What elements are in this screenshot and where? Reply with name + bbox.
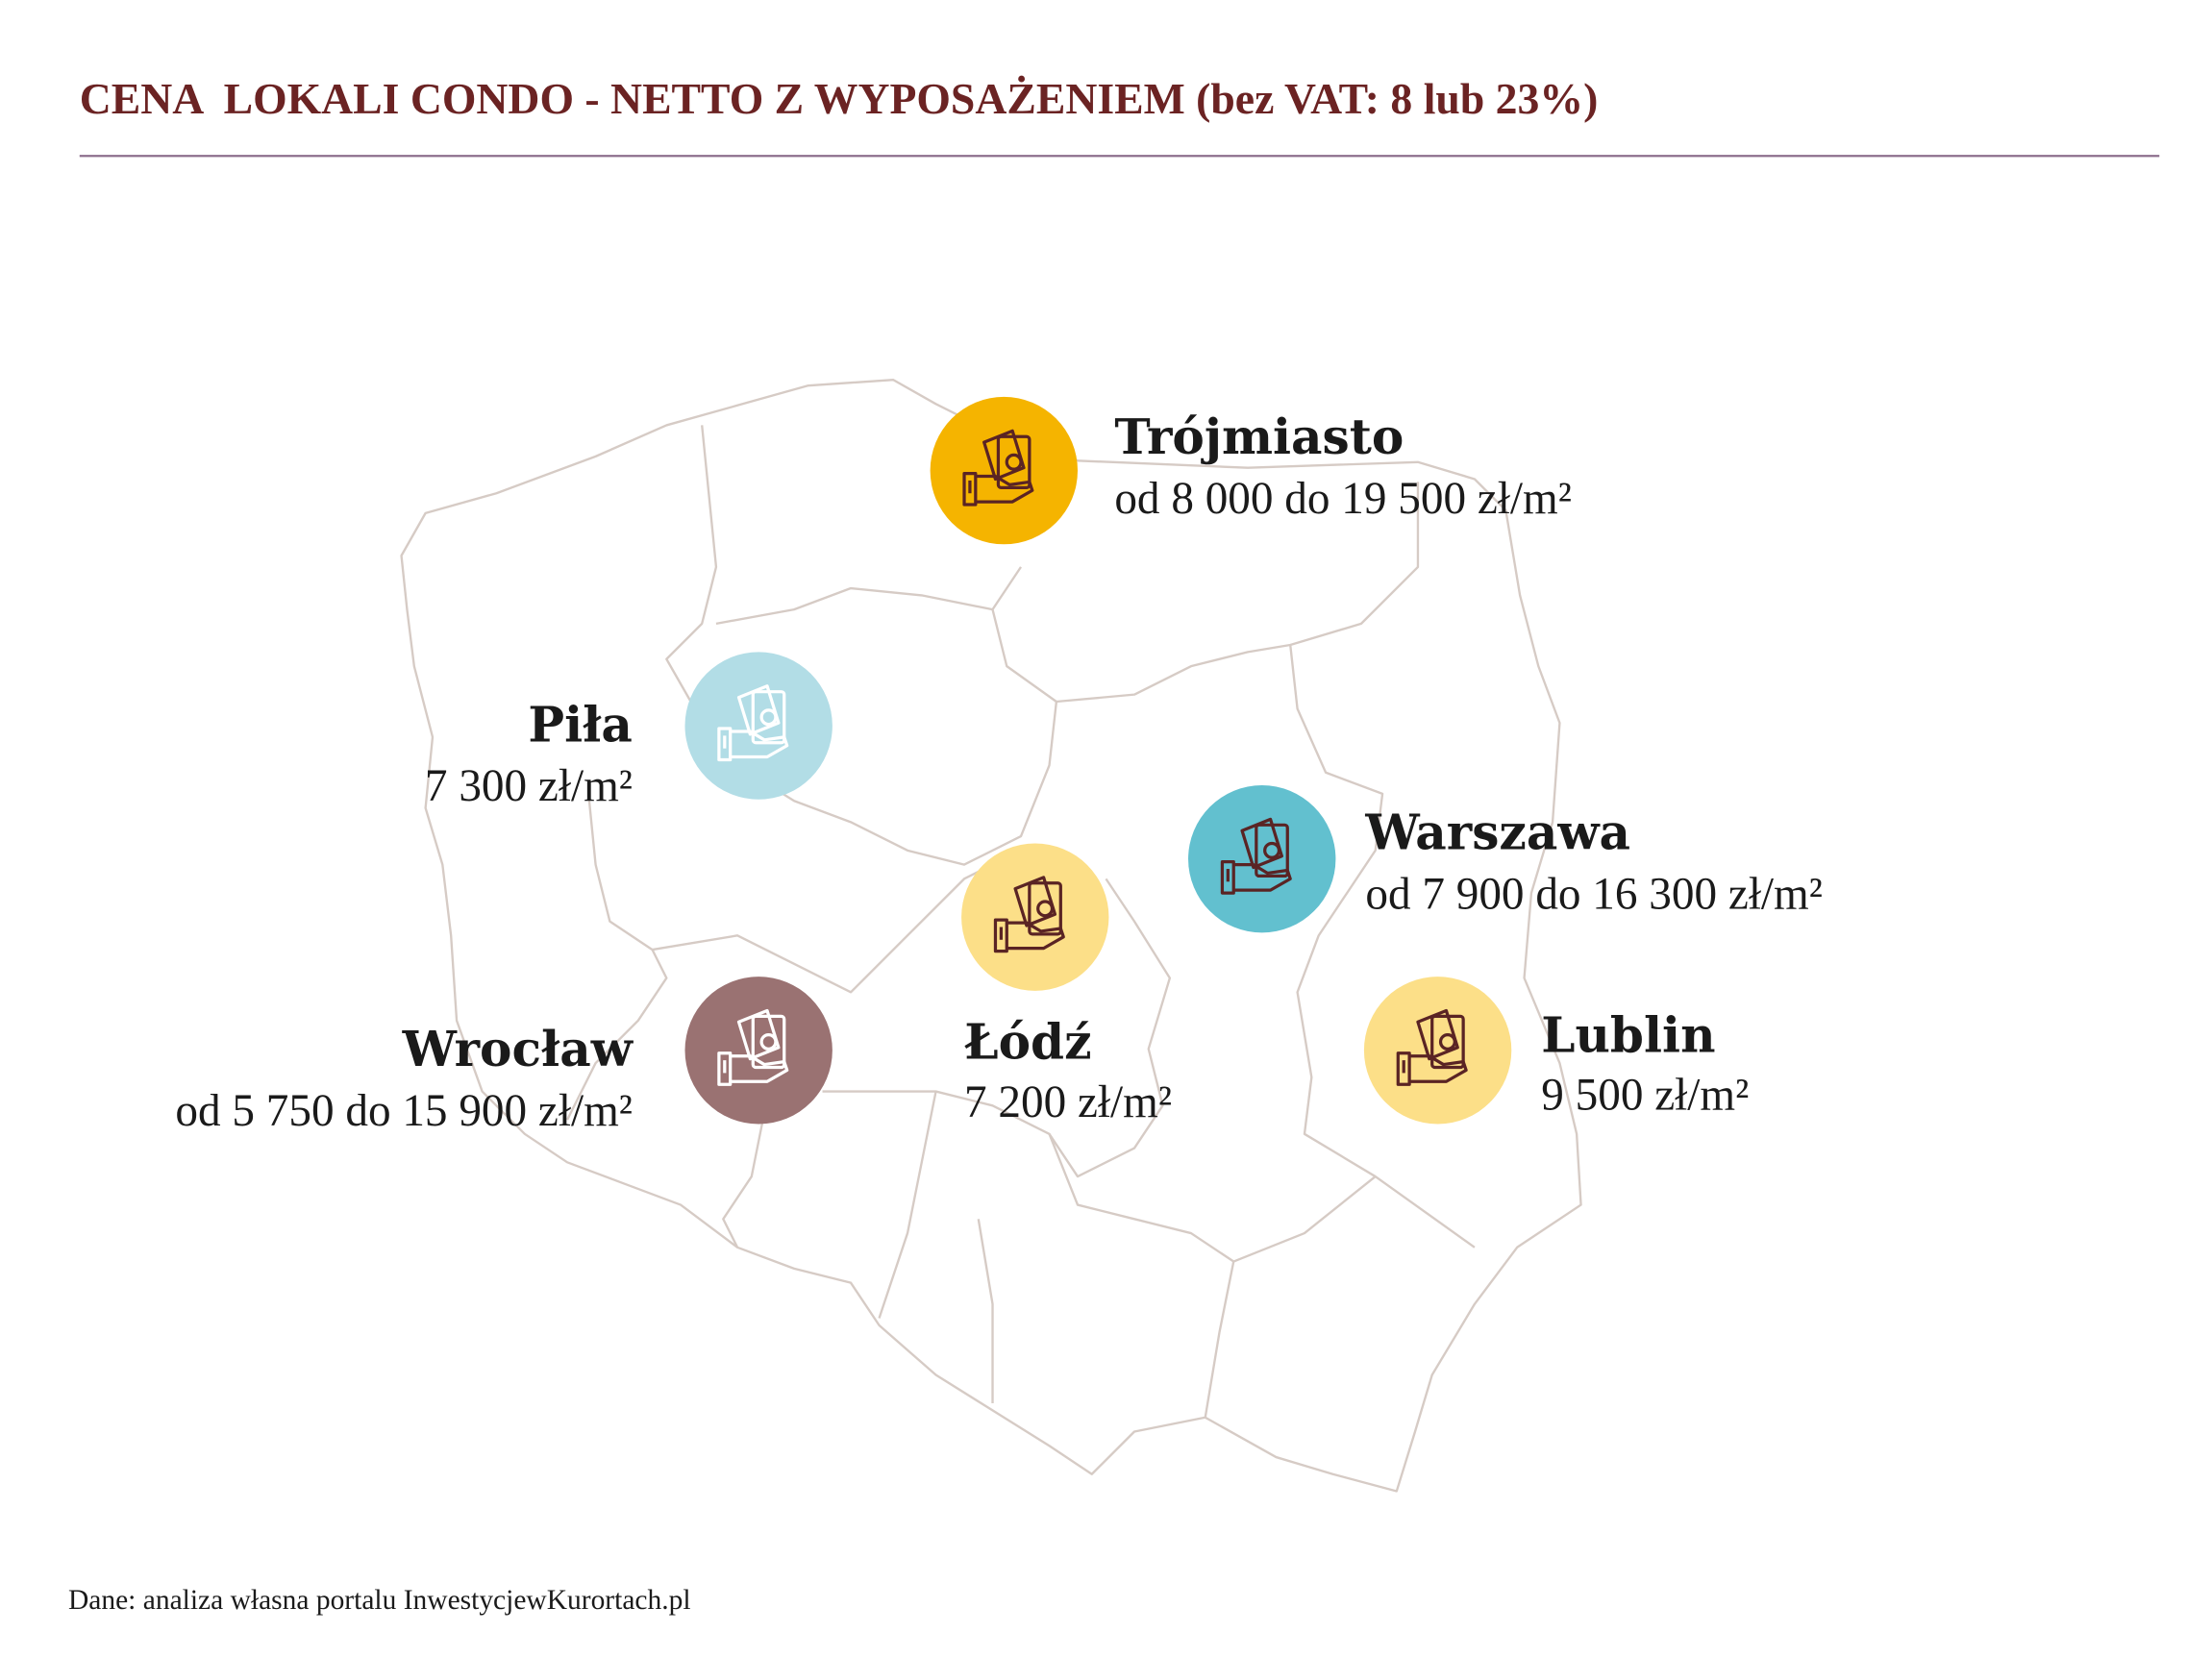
city-price: od 8 000 do 19 500 zł/m²: [1114, 474, 1572, 524]
hand: [1409, 1054, 1468, 1083]
banknote-back: [1240, 817, 1283, 870]
hand: [730, 730, 789, 759]
cuff: [1396, 1051, 1411, 1086]
cuff: [1220, 860, 1235, 895]
city-name: Łódź: [964, 1014, 1092, 1071]
city-marker: [961, 843, 1109, 991]
city: Warszawa od 7 900 do 16 300 zł/m²: [1188, 785, 1823, 933]
money-icon: [717, 684, 789, 762]
cuff: [717, 1051, 733, 1086]
cities: Trójmiasto od 8 000 do 19 500 zł/m² Piła 7 …: [175, 396, 1823, 1136]
city-marker: [684, 977, 833, 1125]
banknote-back: [736, 1008, 781, 1061]
city-price: od 7 900 do 16 300 zł/m²: [1365, 869, 1823, 919]
hand: [1233, 862, 1292, 892]
source-note: Dane: analiza własna portalu Inwestycjew…: [68, 1585, 691, 1616]
banknote: [751, 690, 786, 745]
banknote-coin: [1263, 841, 1281, 859]
banknote-back: [736, 684, 781, 736]
banknote-coin: [1036, 900, 1055, 918]
city: Trójmiasto od 8 000 do 19 500 zł/m²: [930, 396, 1572, 545]
cuff: [993, 918, 1008, 953]
money-icon: [1220, 817, 1292, 895]
banknote: [1430, 1014, 1465, 1070]
city-name: Wrocław: [402, 1021, 634, 1077]
banknote-coin: [1005, 453, 1023, 471]
city-price: 7 300 zł/m²: [425, 761, 633, 811]
city: Wrocław od 5 750 do 15 900 zł/m²: [175, 977, 833, 1136]
city-name: Trójmiasto: [1114, 408, 1404, 465]
cuff: [717, 727, 733, 762]
city: Łódź 7 200 zł/m²: [961, 843, 1172, 1127]
city-name: Lublin: [1541, 1006, 1715, 1063]
city-marker: [1363, 977, 1512, 1125]
money-icon: [717, 1008, 789, 1086]
banknote-coin: [1438, 1032, 1456, 1051]
money-icon: [1396, 1008, 1468, 1086]
city: Lublin 9 500 zł/m²: [1363, 977, 1749, 1125]
city-marker: [684, 652, 833, 800]
banknote: [1255, 823, 1289, 878]
money-icon: [993, 876, 1065, 953]
city: Piła 7 300 zł/m²: [425, 652, 833, 811]
city-marker: [930, 396, 1079, 545]
hand: [975, 474, 1034, 504]
banknote-coin: [759, 1032, 778, 1051]
banknote-coin: [759, 708, 778, 727]
banknote: [1028, 881, 1062, 936]
money-icon: [962, 429, 1034, 507]
hand: [730, 1054, 789, 1083]
city-price: od 5 750 do 15 900 zł/m²: [175, 1086, 633, 1136]
cuff: [962, 471, 978, 507]
banknote-back: [982, 429, 1026, 482]
city-name: Warszawa: [1364, 804, 1630, 860]
banknote: [751, 1014, 786, 1070]
city-name: Piła: [528, 696, 633, 753]
city-price: 7 200 zł/m²: [964, 1077, 1172, 1127]
city-marker: [1188, 785, 1336, 933]
hand: [1007, 921, 1065, 951]
city-price: 9 500 zł/m²: [1541, 1071, 1749, 1121]
banknote-back: [1013, 876, 1057, 927]
banknote: [996, 434, 1031, 489]
title: CENA LOKALI CONDO - NETTO Z WYPOSAŻENIEM…: [80, 74, 1599, 123]
banknote-back: [1416, 1008, 1459, 1061]
